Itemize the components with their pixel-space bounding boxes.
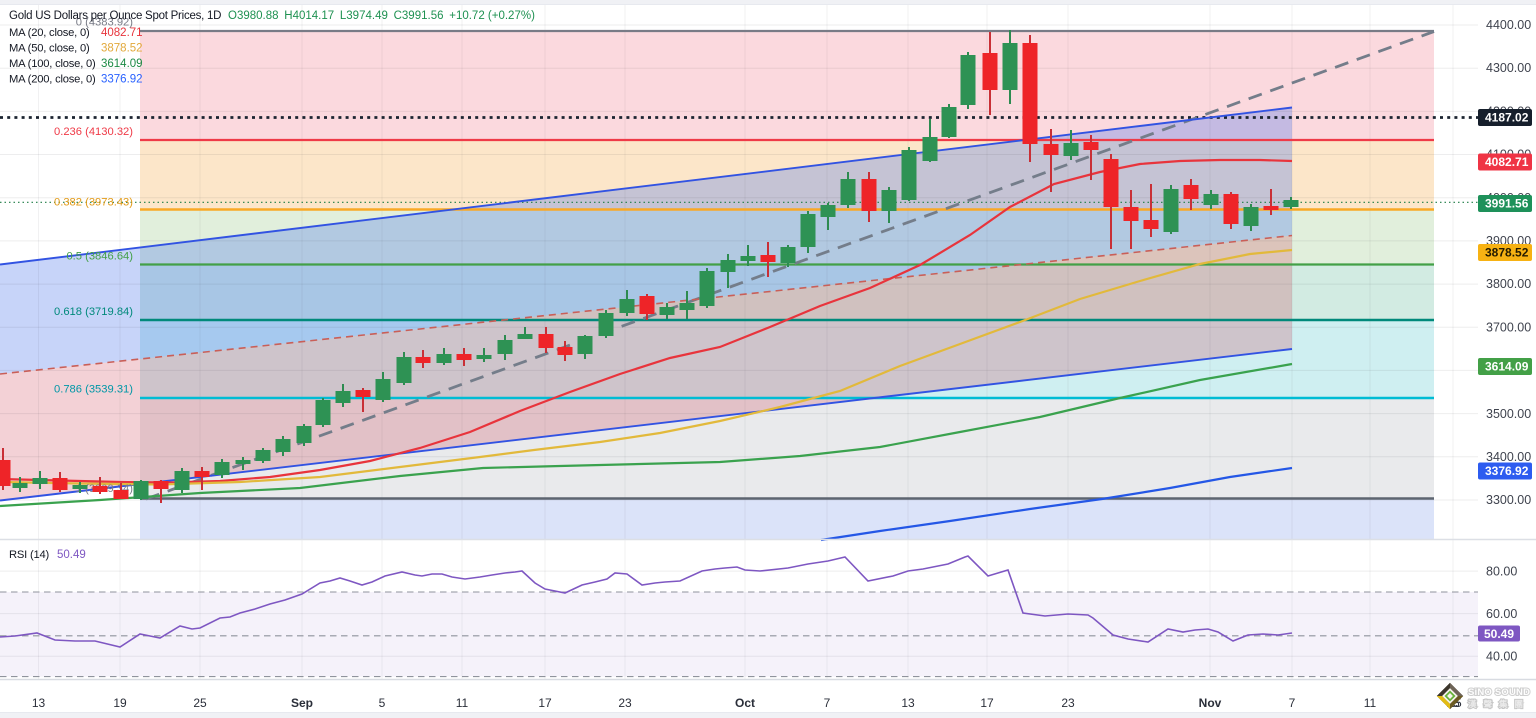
svg-text:0.5 (3846.64): 0.5 (3846.64): [66, 251, 133, 263]
svg-text:漢聲集團: 漢聲集團: [1468, 699, 1530, 709]
svg-text:17: 17: [538, 696, 552, 710]
svg-text:3376.92: 3376.92: [1485, 464, 1529, 478]
svg-text:3800.00: 3800.00: [1486, 277, 1531, 291]
svg-text:Sep: Sep: [291, 696, 313, 710]
svg-text:O3980.88 H4014.17 L3974.49 C39: O3980.88 H4014.17 L3974.49 C3991.56 +10.…: [228, 10, 535, 22]
svg-text:60.00: 60.00: [1486, 607, 1517, 621]
svg-text:4082.71: 4082.71: [1485, 155, 1529, 169]
svg-text:13: 13: [32, 696, 46, 710]
svg-text:3991.56: 3991.56: [1485, 197, 1529, 211]
svg-text:23: 23: [1061, 696, 1075, 710]
svg-text:23: 23: [618, 696, 632, 710]
svg-text:80.00: 80.00: [1486, 564, 1517, 578]
svg-text:SiNO SOUND: SiNO SOUND: [1468, 687, 1530, 698]
svg-text:SiNO SOUND: SiNO SOUND: [1468, 687, 1530, 698]
svg-text:Oct: Oct: [735, 696, 755, 710]
svg-text:7: 7: [1289, 696, 1296, 710]
svg-text:4082.71: 4082.71: [101, 27, 143, 39]
svg-text:MA (50, close, 0): MA (50, close, 0): [9, 43, 90, 55]
svg-text:MA (20, close, 0): MA (20, close, 0): [9, 27, 90, 39]
svg-text:漢聲集團: 漢聲集團: [1468, 699, 1530, 709]
svg-text:3700.00: 3700.00: [1486, 320, 1531, 334]
svg-text:0.382 (3973.43): 0.382 (3973.43): [54, 197, 133, 209]
svg-text:50.49: 50.49: [1484, 627, 1514, 641]
svg-text:40.00: 40.00: [1486, 649, 1517, 663]
svg-text:3400.00: 3400.00: [1486, 450, 1531, 464]
svg-text:25: 25: [193, 696, 207, 710]
svg-text:17: 17: [980, 696, 994, 710]
svg-text:0.618 (3719.84): 0.618 (3719.84): [54, 306, 133, 318]
svg-text:0 (4383.92): 0 (4383.92): [76, 17, 133, 29]
svg-text:MA (200, close, 0): MA (200, close, 0): [9, 74, 96, 86]
svg-text:0.786 (3539.31): 0.786 (3539.31): [54, 384, 133, 396]
svg-text:3376.92: 3376.92: [101, 74, 143, 86]
svg-text:3300.00: 3300.00: [1486, 493, 1531, 507]
svg-text:19: 19: [113, 696, 127, 710]
svg-text:11: 11: [1364, 696, 1377, 710]
svg-text:Gold US Dollars per Ounce Spot: Gold US Dollars per Ounce Spot Prices, 1…: [9, 10, 221, 22]
svg-text:4300.00: 4300.00: [1486, 61, 1531, 75]
svg-text:3878.52: 3878.52: [1485, 246, 1529, 260]
svg-text:13: 13: [901, 696, 915, 710]
svg-text:4187.02: 4187.02: [1485, 111, 1529, 125]
svg-text:50.49: 50.49: [57, 549, 86, 561]
svg-text:7: 7: [824, 696, 831, 710]
svg-text:3878.52: 3878.52: [101, 43, 143, 55]
svg-text:MA (100, close, 0): MA (100, close, 0): [9, 58, 96, 70]
svg-text:RSI (14): RSI (14): [9, 549, 50, 561]
svg-text:0.236 (4130.32): 0.236 (4130.32): [54, 126, 133, 138]
svg-text:3614.09: 3614.09: [101, 58, 143, 70]
svg-text:Nov: Nov: [1199, 696, 1222, 710]
svg-text:3500.00: 3500.00: [1486, 407, 1531, 421]
svg-text:5: 5: [379, 696, 386, 710]
svg-text:4400.00: 4400.00: [1486, 18, 1531, 32]
svg-text:11: 11: [456, 696, 469, 710]
svg-text:3614.09: 3614.09: [1485, 360, 1529, 374]
